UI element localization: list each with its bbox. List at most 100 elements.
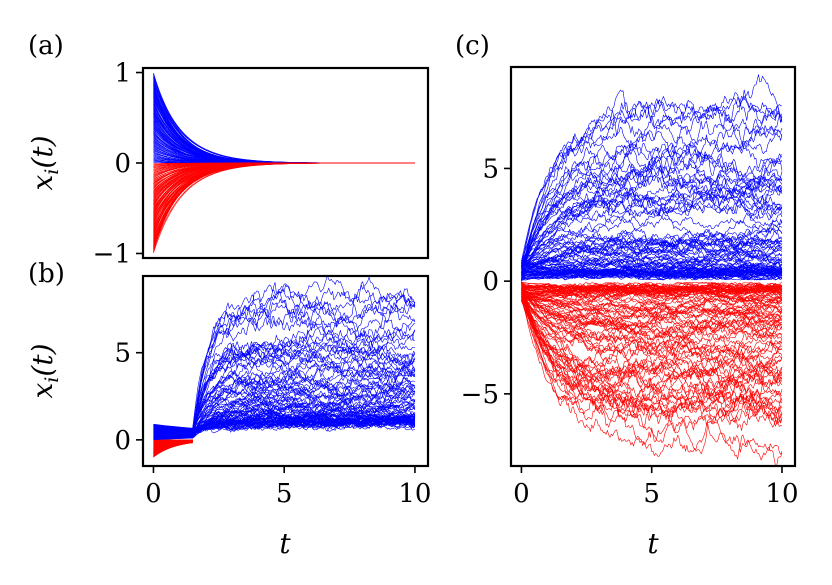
panel-c-positive-trajectory bbox=[521, 248, 783, 271]
panel-c-positive-trajectory bbox=[521, 74, 783, 267]
panel-b-positive-trajectory bbox=[153, 276, 416, 429]
panel-c-positive-trajectory bbox=[521, 144, 783, 268]
panel-b-positive-trajectory bbox=[153, 288, 416, 429]
panel-b-positive-trajectory bbox=[153, 415, 416, 433]
panel-label-a: (a) bbox=[28, 31, 64, 61]
panel-c-negative-trajectory bbox=[521, 293, 783, 340]
panel-c-positive-trajectory bbox=[521, 212, 783, 265]
panel-c-positive-trajectory bbox=[521, 260, 783, 274]
panel-b-positive-trajectory bbox=[153, 359, 416, 430]
panel-a-negative-trajectory bbox=[153, 162, 415, 254]
panel-c-negative-trajectory bbox=[521, 298, 783, 424]
panel-c-negative-trajectory bbox=[521, 300, 783, 341]
panel-c-negative-trajectory bbox=[521, 296, 783, 359]
panel-a-positive-trajectory bbox=[153, 110, 415, 164]
panel-c-positive-trajectory bbox=[521, 186, 783, 264]
panel-b-positive-trajectory bbox=[153, 392, 416, 430]
panel-a-ytick-label: −1 bbox=[93, 239, 131, 269]
panel-c-positive-trajectory bbox=[521, 270, 783, 281]
panel-c-positive-trajectory bbox=[521, 96, 783, 277]
panel-a-ytick-label: 0 bbox=[114, 149, 131, 179]
panel-c-negative-trajectory bbox=[521, 296, 783, 388]
panel-c-negative-trajectory bbox=[521, 288, 783, 420]
panel-b-positive-trajectory bbox=[153, 417, 415, 434]
panel-c-negative-trajectory bbox=[521, 293, 783, 466]
panel-c-positive-trajectory bbox=[521, 113, 783, 265]
panel-c-positive-trajectory bbox=[521, 229, 783, 266]
panel-c-ytick-label: −5 bbox=[461, 380, 499, 410]
panel-c-ytick-label: 0 bbox=[482, 267, 499, 297]
panel-c-positive-trajectory bbox=[521, 237, 783, 269]
panel-c-negative-trajectory bbox=[521, 286, 783, 299]
panel-c-negative-trajectory bbox=[521, 287, 783, 309]
panel-c-positive-trajectory bbox=[521, 213, 783, 275]
panel-label-b: (b) bbox=[28, 259, 65, 289]
panel-c-xtick-label: 0 bbox=[513, 479, 530, 509]
panel-c-negative-trajectory bbox=[521, 282, 783, 298]
panel-a-ylabel: xi(t) bbox=[26, 136, 63, 191]
panel-c-frame bbox=[509, 65, 797, 468]
panel-c-positive-trajectory bbox=[521, 224, 783, 268]
panel-c-negative-trajectory bbox=[521, 283, 782, 302]
panel-b-positive-trajectory bbox=[153, 378, 416, 431]
panel-c-positive-trajectory bbox=[521, 185, 783, 279]
panel-c-positive-trajectory bbox=[521, 113, 783, 273]
panel-a-negative-trajectory bbox=[153, 162, 415, 236]
panel-b-ticks: 0 5 0 5 10 bbox=[114, 339, 431, 509]
panel-c-positive-trajectory bbox=[521, 159, 783, 274]
panel-c-negative-trajectory bbox=[521, 291, 783, 363]
panel-c-positive-trajectory bbox=[521, 252, 783, 271]
panel-c-positive-trajectory bbox=[521, 132, 783, 277]
panel-a-ytick-label: 1 bbox=[114, 59, 131, 89]
panel-c-negative-trajectory bbox=[521, 296, 783, 317]
panel-c-negative-trajectory bbox=[521, 283, 783, 443]
panel-b-positive-trajectory bbox=[153, 336, 416, 431]
panel-c-positive-trajectory bbox=[521, 188, 783, 264]
panel-c-xlabel: t bbox=[647, 527, 659, 560]
panel-c-positive-trajectory bbox=[521, 212, 783, 266]
panel-c-negative-trajectory bbox=[521, 300, 783, 395]
panel-c-positive-trajectory bbox=[521, 228, 783, 268]
panel-b-frame bbox=[141, 274, 430, 468]
panel-c-positive-trajectory bbox=[521, 254, 783, 270]
panel-c-negative-trajectory bbox=[521, 294, 783, 311]
panel-c-positive-trajectory bbox=[521, 173, 783, 266]
panel-c-plot: −5 0 5 0 5 10 t bbox=[461, 65, 799, 560]
panel-b-series bbox=[153, 276, 416, 458]
panel-c-positive-trajectory bbox=[521, 149, 783, 262]
panel-c-ticks: −5 0 5 0 5 10 bbox=[461, 154, 799, 509]
panel-b-xtick-label: 10 bbox=[398, 479, 431, 509]
panel-c-positive-trajectory bbox=[521, 189, 783, 267]
panel-b-positive-trajectory bbox=[153, 407, 416, 429]
panel-c-positive-trajectory bbox=[521, 248, 783, 270]
panel-c-negative-trajectory bbox=[521, 292, 783, 387]
panel-c-negative-trajectory bbox=[521, 299, 783, 340]
panel-c-positive-trajectory bbox=[521, 260, 783, 279]
panel-c-positive-trajectory bbox=[521, 89, 783, 269]
panel-c-negative-trajectory bbox=[521, 283, 783, 309]
panel-c-negative-trajectory bbox=[521, 299, 783, 319]
panel-b-positive-trajectory bbox=[153, 377, 416, 431]
panel-label-c: (c) bbox=[455, 31, 490, 61]
panel-c-negative-trajectory bbox=[521, 284, 783, 425]
panel-b-ytick-label: 5 bbox=[114, 339, 131, 369]
panel-c-negative-trajectory bbox=[521, 281, 783, 423]
panel-b-ylabel: xi(t) bbox=[26, 344, 63, 399]
panel-c-xtick-label: 10 bbox=[765, 479, 798, 509]
panel-c-positive-trajectory bbox=[521, 238, 783, 267]
panel-c-negative-trajectory bbox=[521, 294, 782, 312]
panel-c-negative-trajectory bbox=[521, 300, 783, 391]
panel-b-negative-trajectory bbox=[153, 442, 193, 458]
panel-c-positive-trajectory bbox=[521, 142, 783, 267]
panel-c-negative-trajectory bbox=[521, 288, 783, 333]
panel-c-positive-trajectory bbox=[521, 92, 783, 262]
panel-c-positive-trajectory bbox=[521, 251, 783, 270]
panel-c-positive-trajectory bbox=[521, 261, 783, 280]
panel-b-ytick-label: 0 bbox=[114, 426, 131, 456]
panel-b-xtick-label: 0 bbox=[145, 479, 162, 509]
panel-c-negative-trajectory bbox=[521, 300, 783, 380]
panel-c-negative-trajectory bbox=[521, 293, 783, 419]
panel-c-xtick-label: 5 bbox=[643, 479, 660, 509]
panel-c-negative-trajectory bbox=[521, 294, 783, 327]
panel-a-plot: −1 0 1 xi(t) bbox=[26, 59, 430, 269]
